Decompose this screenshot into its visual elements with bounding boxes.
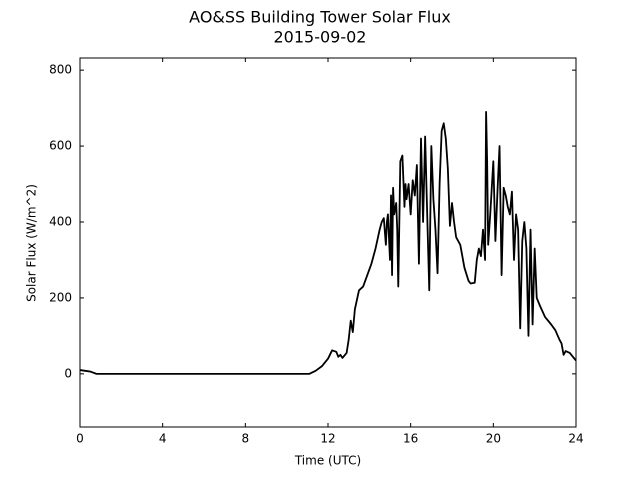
y-tick-label: 800	[49, 63, 72, 77]
x-axis-label: Time (UTC)	[294, 454, 361, 468]
y-tick-label: 0	[64, 366, 72, 380]
x-tick-label: 4	[159, 432, 167, 446]
x-tick-label: 24	[568, 432, 583, 446]
y-tick-label: 600	[49, 139, 72, 153]
y-tick-label: 400	[49, 215, 72, 229]
x-tick-label: 8	[242, 432, 250, 446]
x-tick-label: 12	[320, 432, 335, 446]
y-tick-label: 200	[49, 290, 72, 304]
y-axis-label: Solar Flux (W/m^2)	[25, 184, 39, 302]
x-tick-label: 0	[76, 432, 84, 446]
x-tick-label: 20	[486, 432, 501, 446]
chart-title: AO&SS Building Tower Solar Flux	[189, 8, 451, 27]
x-tick-label: 16	[403, 432, 418, 446]
data-line	[79, 111, 577, 375]
chart-subtitle: 2015-09-02	[274, 28, 367, 47]
